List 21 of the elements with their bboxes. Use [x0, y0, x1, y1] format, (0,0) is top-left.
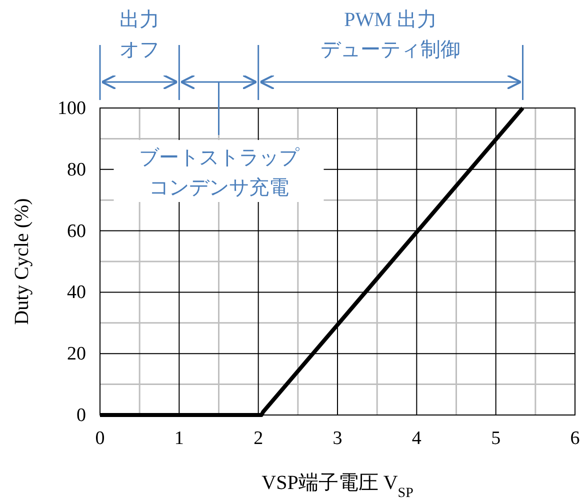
x-tick-label: 0 — [95, 428, 105, 449]
y-tick-label: 60 — [67, 220, 86, 242]
y-tick-label: 80 — [67, 159, 86, 180]
x-tick-label: 2 — [254, 428, 264, 449]
x-tick-label: 1 — [174, 428, 184, 449]
y-tick-label: 100 — [58, 98, 86, 119]
x-tick-label: 5 — [491, 428, 501, 449]
text: オフ — [120, 39, 160, 61]
x-axis-title: VSP端子電圧 V$_{SP}$ — [262, 472, 414, 499]
y-tick-label: 0 — [76, 405, 86, 426]
y-tick-label: 20 — [67, 344, 86, 365]
x-tick-label: 4 — [412, 428, 422, 449]
x-tick-label: 6 — [570, 428, 580, 449]
text: PWM 出力 — [344, 9, 437, 31]
y-axis-title: Duty Cycle (%) — [11, 198, 33, 325]
annotation: ブートストラップ — [138, 147, 300, 169]
x-tick-label: 3 — [332, 428, 342, 449]
annotation: コンデンサ充電 — [148, 177, 289, 199]
text: デューティ制御 — [320, 39, 461, 61]
y-tick-label: 40 — [67, 282, 86, 304]
text: 出力 — [120, 9, 160, 31]
